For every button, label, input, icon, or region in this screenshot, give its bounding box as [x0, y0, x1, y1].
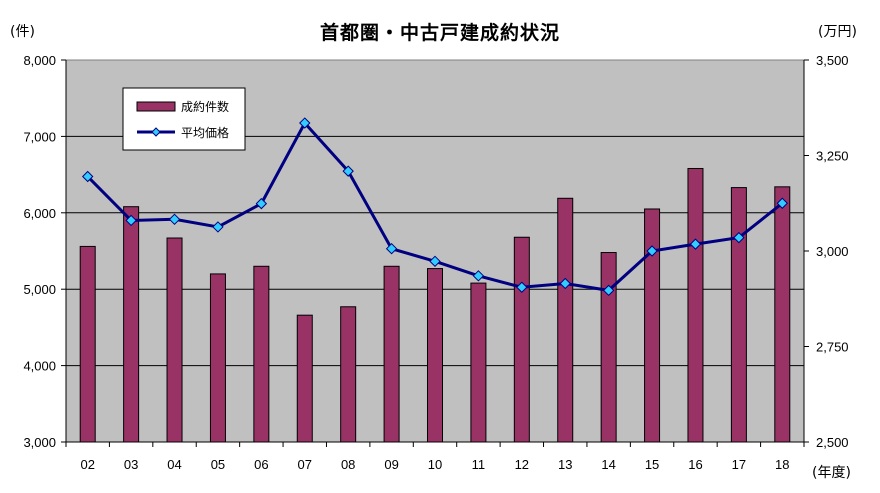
left-axis-unit: (件): [10, 24, 35, 40]
bar: [774, 186, 791, 443]
left-tick-label: 3,000: [23, 435, 56, 450]
right-tick-label: 2,750: [816, 340, 849, 355]
left-tick-label: 8,000: [23, 53, 56, 68]
bar: [427, 268, 443, 443]
x-tick-label: 12: [515, 457, 529, 472]
bar: [166, 237, 183, 443]
price-point: [472, 270, 485, 282]
bar: [730, 187, 747, 443]
x-tick-label: 05: [211, 457, 225, 472]
legend-box: [122, 87, 246, 151]
price-point: [125, 214, 137, 227]
price-point: [168, 213, 181, 226]
bar: [79, 245, 96, 443]
left-tick-label: 5,000: [23, 282, 56, 297]
price-point: [689, 238, 702, 250]
x-tick-label: 16: [688, 457, 702, 472]
right-tick-label: 3,500: [816, 53, 849, 68]
price-point: [342, 165, 354, 177]
price-point: [255, 197, 268, 210]
x-tick-label: 03: [124, 457, 138, 472]
bar: [600, 252, 617, 443]
x-tick-label: 09: [384, 457, 398, 472]
x-tick-label: 11: [472, 457, 486, 472]
price-point: [646, 245, 658, 257]
x-tick-label: 17: [732, 457, 746, 472]
price-point: [602, 284, 615, 297]
price-point: [776, 197, 789, 209]
price-point: [516, 281, 528, 293]
price-point: [385, 243, 398, 255]
x-tick-label: 02: [80, 457, 94, 472]
bar: [340, 306, 357, 443]
left-tick-label: 6,000: [23, 206, 56, 221]
bar: [470, 282, 487, 443]
bar: [687, 167, 704, 443]
x-tick-label: 15: [645, 457, 659, 472]
legend-bar-swatch: [136, 101, 176, 112]
price-point: [429, 255, 441, 268]
bar: [253, 265, 270, 443]
bar: [209, 273, 226, 443]
left-tick-label: 4,000: [23, 359, 56, 374]
x-tick-label: 04: [167, 457, 181, 472]
bar: [513, 236, 530, 443]
bar: [123, 206, 140, 443]
chart-title: 首都圏・中古戸建成約状況: [319, 22, 560, 44]
x-tick-label: 08: [341, 457, 355, 472]
bar: [557, 197, 574, 443]
x-tick-label: 13: [558, 457, 572, 472]
legend-label-price: 平均価格: [181, 125, 229, 140]
price-point: [733, 231, 745, 244]
price-point: [559, 277, 571, 290]
right-tick-label: 2,500: [816, 435, 849, 450]
right-tick-label: 3,000: [816, 244, 849, 259]
price-point: [81, 170, 94, 183]
bar: [383, 265, 400, 443]
x-tick-label: 06: [254, 457, 268, 472]
legend-line-marker: [151, 127, 161, 137]
legend-label-count: 成約件数: [181, 99, 229, 114]
bar: [296, 314, 313, 443]
x-axis-unit: (年度): [812, 465, 851, 481]
x-tick-label: 18: [775, 457, 789, 472]
price-point: [299, 117, 311, 129]
right-tick-label: 3,250: [816, 149, 849, 164]
left-tick-label: 7,000: [23, 129, 56, 144]
x-tick-label: 14: [601, 457, 615, 472]
x-tick-label: 10: [428, 457, 442, 472]
price-point: [212, 221, 224, 233]
bar: [644, 208, 661, 443]
right-axis-unit: (万円): [818, 24, 857, 40]
x-tick-label: 07: [298, 457, 312, 472]
